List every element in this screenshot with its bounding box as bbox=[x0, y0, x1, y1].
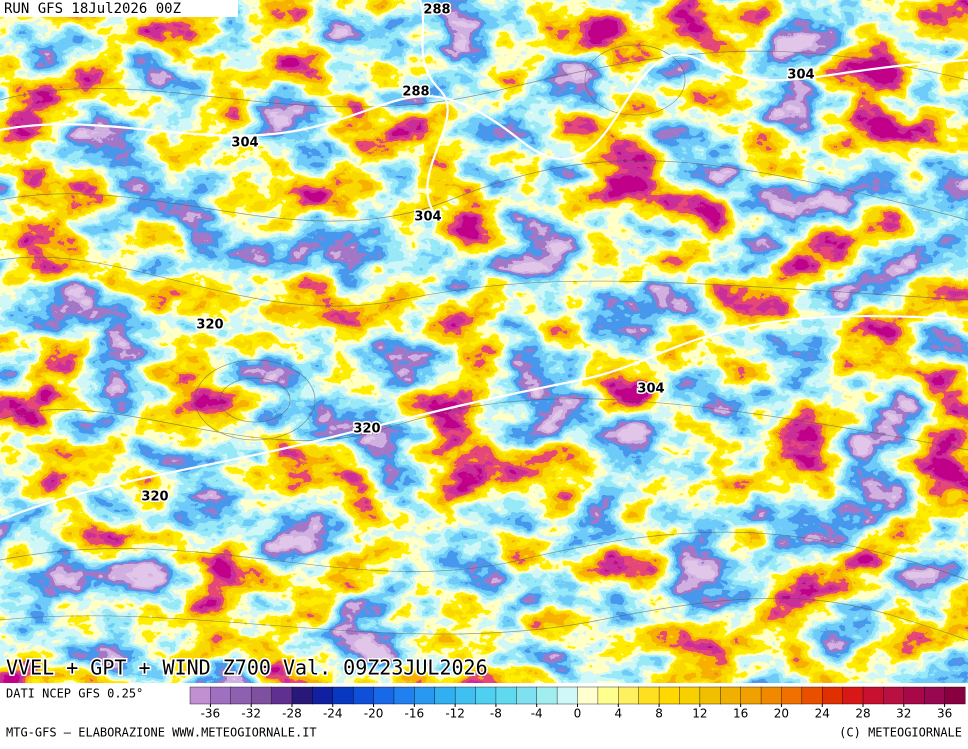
colorbar-tick-label: -8 bbox=[490, 707, 502, 721]
colorbar-swatch bbox=[903, 686, 925, 705]
run-label: RUN GFS 18Jul2026 00Z bbox=[4, 1, 181, 17]
colorbar-swatch bbox=[822, 686, 844, 705]
colorbar-tick-label: -20 bbox=[364, 707, 384, 721]
colorbar-tick-label: 0 bbox=[574, 707, 582, 721]
source-label: DATI NCEP GFS 0.25° bbox=[6, 687, 143, 701]
colorbar-swatch bbox=[577, 686, 599, 705]
colorbar-swatch bbox=[679, 686, 701, 705]
colorbar-tick-label: -32 bbox=[241, 707, 261, 721]
contour-labels: 288 288 304 304 304 304 320 320 320 bbox=[140, 1, 816, 506]
copyright-label: (C) METEOGIORNALE bbox=[839, 726, 962, 740]
colorbar-tick-label: 32 bbox=[896, 707, 911, 721]
colorbar-swatch bbox=[842, 686, 864, 705]
colorbar-swatch bbox=[475, 686, 497, 705]
colorbar-swatch bbox=[801, 686, 823, 705]
colorbar-swatch bbox=[618, 686, 640, 705]
contour-label: 320 bbox=[353, 422, 380, 437]
contour-label: 304 bbox=[787, 68, 814, 83]
colorbar-tick-label: 20 bbox=[774, 707, 789, 721]
colorbar-tick-label: 28 bbox=[855, 707, 870, 721]
colorbar-swatch bbox=[597, 686, 619, 705]
colorbar-tick-label: -28 bbox=[282, 707, 302, 721]
colorbar-swatch bbox=[250, 686, 273, 705]
gpt-contours bbox=[0, 0, 968, 520]
colorbar-tick-label: 12 bbox=[692, 707, 707, 721]
colorbar-swatch bbox=[924, 686, 946, 705]
colorbar-swatch bbox=[312, 686, 334, 705]
colorbar-tick-label: -36 bbox=[201, 707, 221, 721]
contour-label: 288 bbox=[402, 85, 429, 100]
colorbar-tick-label: -4 bbox=[531, 707, 543, 721]
colorbar-swatch bbox=[291, 686, 313, 705]
contour-label: 304 bbox=[637, 382, 664, 397]
colorbar-swatch bbox=[434, 686, 456, 705]
contour-label: 304 bbox=[414, 210, 441, 225]
colorbar-swatch bbox=[781, 686, 803, 705]
header-box bbox=[0, 0, 238, 17]
colorbar-tick-label: -12 bbox=[445, 707, 465, 721]
colorbar-swatch bbox=[210, 686, 232, 705]
contour-label: 320 bbox=[141, 490, 168, 505]
colorbar-swatch bbox=[740, 686, 762, 705]
colorbar-swatch bbox=[332, 686, 354, 705]
colorbar-swatch bbox=[495, 686, 517, 705]
colorbar-swatch bbox=[760, 686, 782, 705]
streamlines bbox=[0, 44, 968, 641]
vvel-field bbox=[0, 0, 968, 683]
colorbar-tick-label: 36 bbox=[937, 707, 952, 721]
colorbar-tick-label: -24 bbox=[323, 707, 343, 721]
colorbar-swatch bbox=[352, 686, 375, 705]
colorbar-tick-label: 8 bbox=[655, 707, 663, 721]
colorbar-swatch bbox=[556, 686, 579, 705]
colorbar-swatch bbox=[189, 686, 211, 705]
colorbar-swatch bbox=[454, 686, 477, 705]
colorbar-swatch bbox=[944, 686, 966, 705]
colorbar-swatch bbox=[883, 686, 905, 705]
colorbar-tick-label: -16 bbox=[405, 707, 425, 721]
colorbar-swatch bbox=[699, 686, 721, 705]
colorbar-swatch bbox=[638, 686, 660, 705]
colorbar-tick-label: 24 bbox=[815, 707, 830, 721]
colorbar-swatch bbox=[720, 686, 742, 705]
colorbar: -36 -32 -28 -24 -20 -16 -12 -8 -4 0 4 8 12 16 20 24 28 32… bbox=[189, 686, 966, 721]
credit-label: MTG-GFS – ELABORAZIONE WWW.METEOGIORNALE… bbox=[6, 726, 317, 740]
map-title: VVEL + GPT + WIND Z700 Val. 09Z23JUL2026 bbox=[6, 656, 488, 680]
colorbar-swatch bbox=[414, 686, 436, 705]
colorbar-tick-label: 16 bbox=[733, 707, 748, 721]
colorbar-swatch bbox=[516, 686, 538, 705]
colorbar-tick-label: 4 bbox=[614, 707, 622, 721]
contour-label: 320 bbox=[196, 318, 223, 333]
colorbar-swatch bbox=[862, 686, 884, 705]
colorbar-swatch bbox=[536, 686, 558, 705]
contour-label: 304 bbox=[231, 136, 258, 151]
colorbar-swatch bbox=[230, 686, 252, 705]
contour-label: 288 bbox=[423, 3, 450, 18]
colorbar-swatch bbox=[393, 686, 415, 705]
colorbar-swatch bbox=[373, 686, 395, 705]
colorbar-swatch bbox=[271, 686, 293, 705]
colorbar-swatch bbox=[658, 686, 680, 705]
